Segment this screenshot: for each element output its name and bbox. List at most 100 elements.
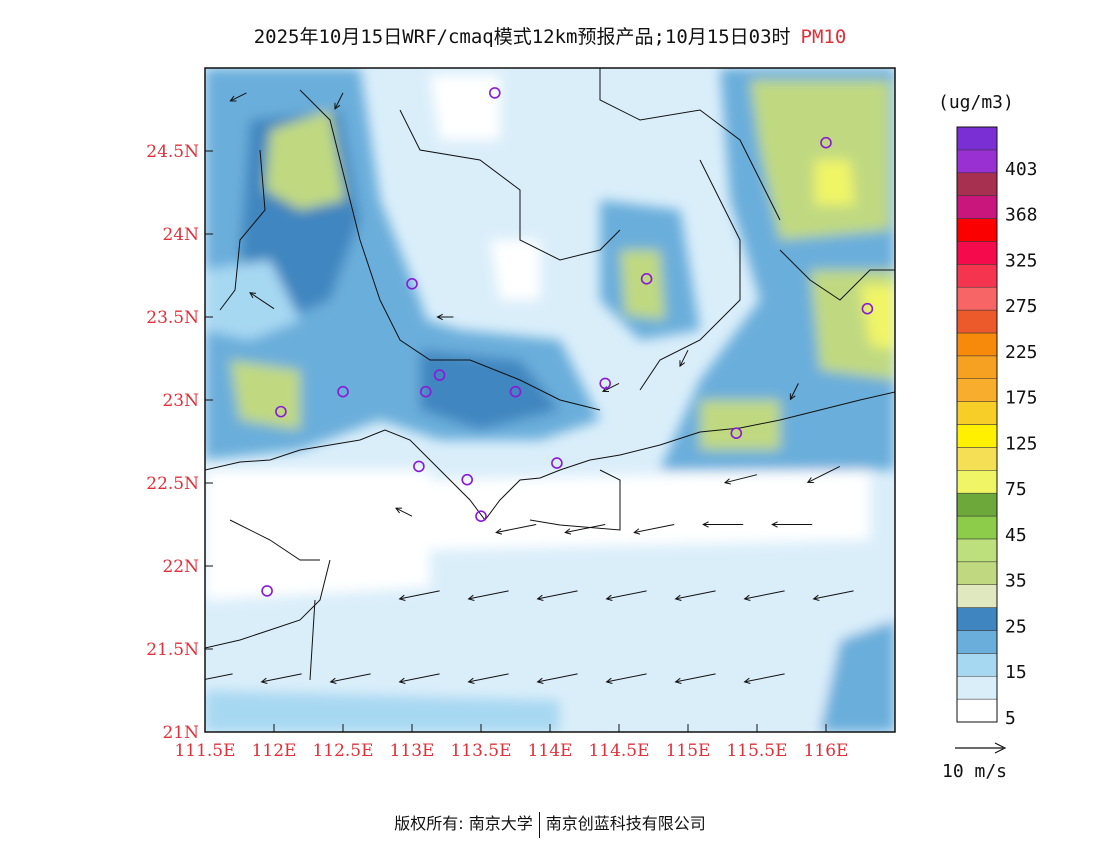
- wind-arrow: [229, 92, 247, 102]
- wind-arrow: [395, 507, 413, 517]
- footer-right: 南京创蓝科技有限公司: [545, 814, 706, 833]
- concentration-field: [205, 68, 895, 732]
- colorbar-swatch: [956, 126, 998, 151]
- colorbar-swatch: [956, 355, 998, 379]
- y-tick-label: 24N: [162, 225, 199, 245]
- colorbar-label: 25: [1005, 616, 1027, 637]
- x-tick-label: 112.5E: [312, 741, 373, 761]
- x-tick-label: 115E: [666, 741, 711, 761]
- wind-arrow: [436, 313, 454, 321]
- colorbar-swatch: [956, 149, 998, 174]
- colorbar-swatch: [956, 424, 998, 448]
- wind-arrow: [334, 92, 344, 110]
- footer-left: 版权所有: 南京大学: [394, 814, 533, 833]
- station-marker: [433, 369, 446, 381]
- colorbar-label: 325: [1005, 250, 1038, 271]
- wind-arrow: [743, 673, 785, 685]
- x-tick-label: 113.5E: [450, 741, 511, 761]
- copyright-footer: 版权所有: 南京大学 南京创蓝科技有限公司: [0, 810, 1100, 838]
- colorbar-unit: (ug/m3): [938, 92, 1014, 113]
- x-tick-label: 116E: [804, 741, 849, 761]
- station-marker: [413, 460, 425, 473]
- wind-scale: 10 m/s: [942, 742, 1007, 782]
- variable-name: PM10: [800, 26, 847, 48]
- station-marker: [275, 405, 287, 418]
- colorbar-swatch: [956, 195, 998, 219]
- colorbar-swatch: [956, 447, 998, 471]
- y-tick-label: 23N: [162, 391, 199, 411]
- colorbar-label: 15: [1005, 662, 1027, 683]
- wind-arrow: [812, 590, 854, 602]
- colorbar-swatch: [956, 561, 998, 585]
- colorbar-swatch: [956, 470, 998, 494]
- station-marker: [551, 457, 563, 469]
- x-tick-label: 114.5E: [588, 741, 649, 761]
- colorbar-swatch: [956, 241, 998, 265]
- wind-arrow: [329, 673, 371, 685]
- wind-arrow: [789, 383, 799, 401]
- colorbar-label: 5: [1005, 708, 1016, 729]
- colorbar-label: 35: [1005, 571, 1027, 592]
- station-marker: [419, 385, 432, 398]
- y-tick-label: 23.5N: [146, 308, 199, 328]
- colorbar-swatch: [956, 172, 998, 196]
- colorbar-swatch: [956, 607, 998, 631]
- map-title: 2025年10月15日WRF/cmaq模式12km预报产品;10月15日03时 P…: [0, 22, 1100, 49]
- wind-arrow: [723, 474, 758, 485]
- y-tick-label: 21N: [162, 723, 199, 743]
- wind-arrow: [398, 673, 440, 685]
- colorbar-swatch: [956, 492, 998, 517]
- wind-arrow: [467, 590, 509, 602]
- station-marker: [337, 385, 349, 398]
- wind-arrow: [743, 590, 785, 602]
- station-marker: [861, 302, 874, 315]
- wind-arrow: [398, 590, 440, 602]
- wind-arrow: [536, 673, 578, 685]
- wind-scale-label: 10 m/s: [942, 761, 1007, 782]
- wind-arrow: [495, 524, 537, 535]
- station-marker: [640, 273, 653, 285]
- wind-arrow: [564, 524, 606, 535]
- wind-arrow: [249, 292, 275, 310]
- colorbar-swatch: [956, 584, 998, 608]
- station-marker: [820, 136, 832, 149]
- station-marker: [488, 87, 501, 99]
- colorbar-label: 403: [1005, 159, 1038, 180]
- wind-arrow: [771, 521, 813, 528]
- wind-arrow: [536, 590, 578, 602]
- colorbar-swatch: [956, 264, 998, 288]
- station-marker: [475, 510, 487, 523]
- colorbar-swatch: [956, 538, 998, 563]
- wind-arrow: [605, 590, 647, 602]
- station-marker: [261, 585, 273, 597]
- wind-arrow: [806, 465, 841, 483]
- wind-arrow: [633, 524, 675, 535]
- colorbar-swatch: [956, 378, 998, 402]
- wind-arrow: [702, 521, 744, 528]
- x-tick-label: 114E: [528, 741, 573, 761]
- station-marker: [509, 385, 522, 398]
- colorbar-swatch: [956, 698, 998, 723]
- x-tick-label: 111.5E: [174, 741, 235, 761]
- y-tick-label: 22N: [162, 557, 199, 577]
- x-tick-label: 115.5E: [726, 741, 787, 761]
- colorbar-swatch: [956, 218, 998, 242]
- x-tick-label: 112E: [252, 741, 297, 761]
- wind-arrow: [467, 673, 509, 685]
- colorbar-swatch: [956, 332, 998, 357]
- colorbar-label: 125: [1005, 433, 1038, 454]
- colorbar-swatch: [956, 309, 998, 334]
- wind-vectors: [205, 92, 854, 685]
- colorbar-label: 45: [1005, 525, 1027, 546]
- station-marker: [461, 473, 474, 486]
- colorbar-label: 368: [1005, 205, 1038, 226]
- colorbar-swatch: [956, 630, 998, 654]
- x-tick-label: 113E: [390, 741, 435, 761]
- colorbar-swatch: [956, 286, 998, 311]
- colorbar-label: 225: [1005, 342, 1038, 363]
- wind-arrow: [679, 349, 689, 368]
- colorbar-swatch: [956, 401, 998, 425]
- station-marker: [599, 377, 612, 390]
- colorbar-label: 275: [1005, 296, 1038, 317]
